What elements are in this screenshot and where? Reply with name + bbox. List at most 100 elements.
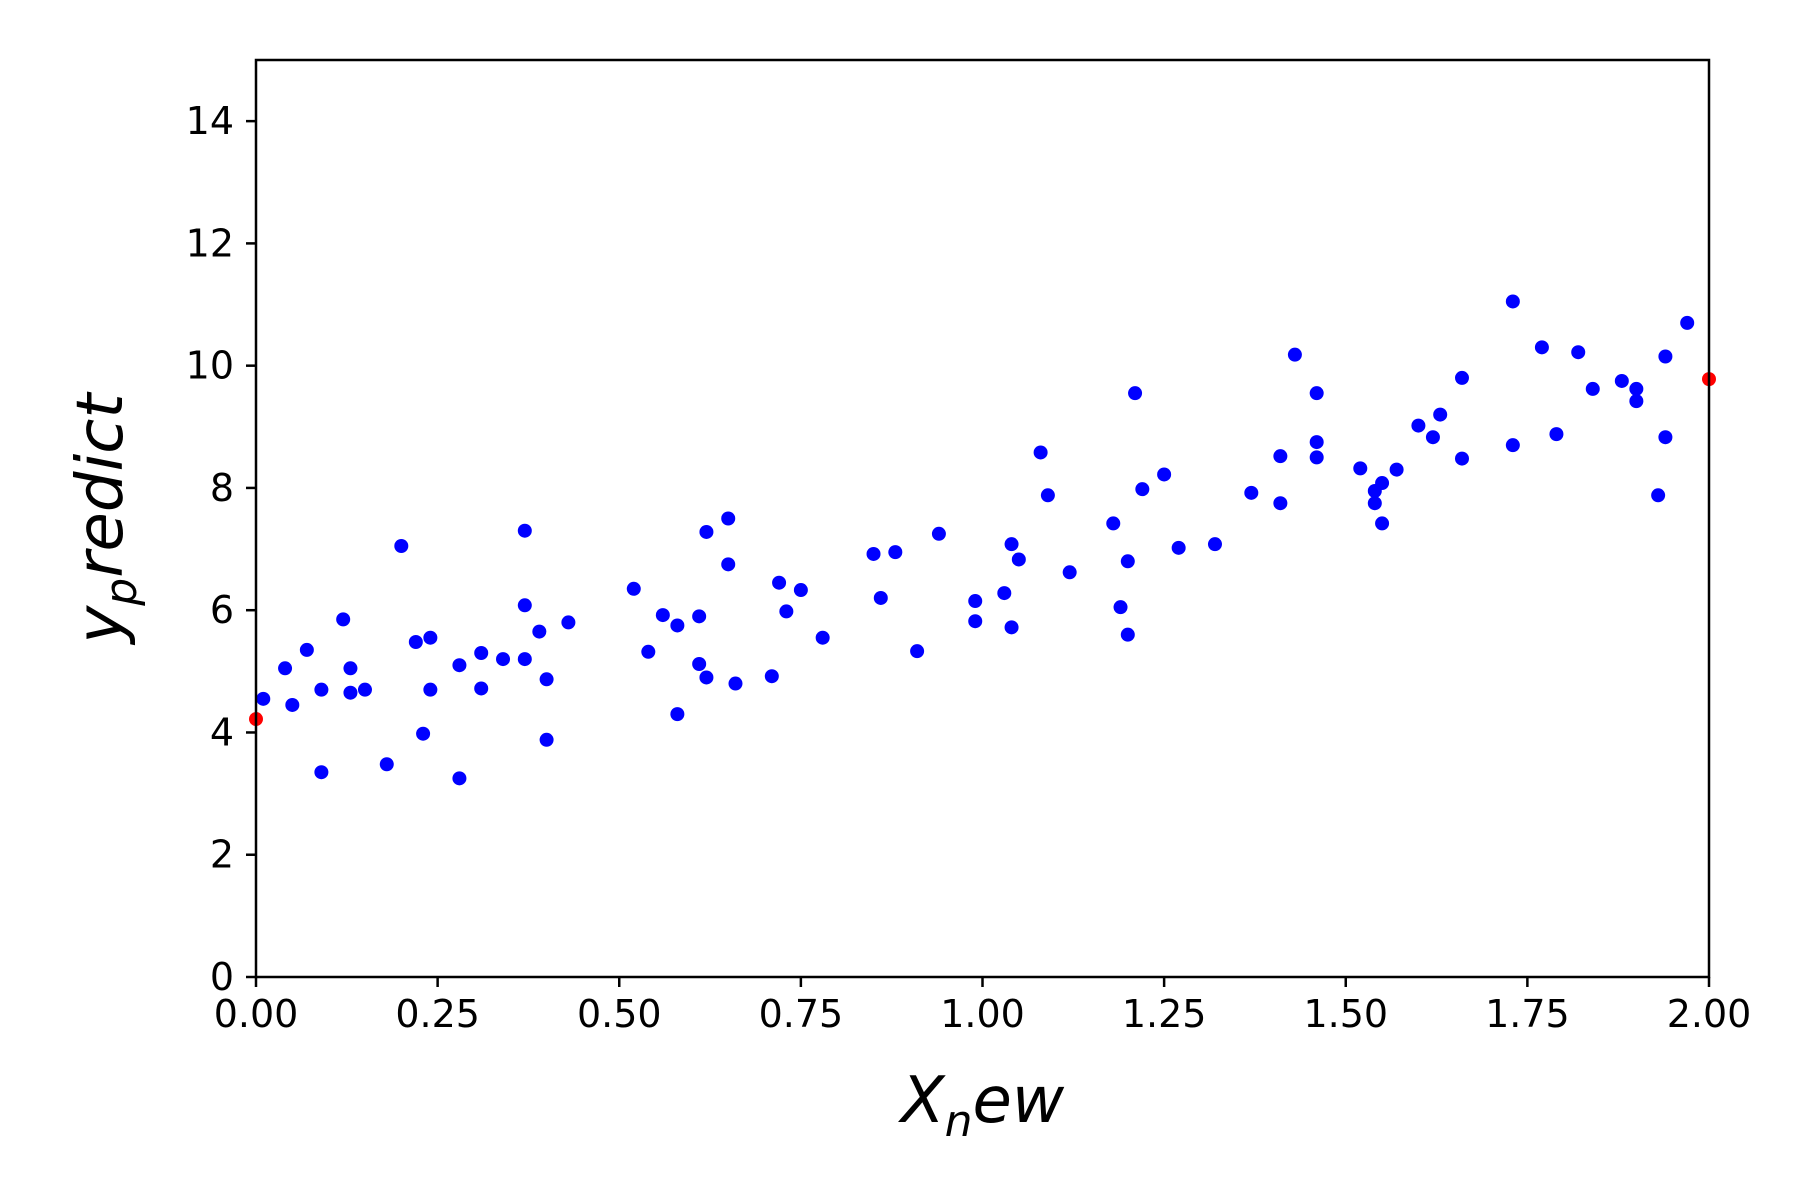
- data-point: [1062, 565, 1077, 580]
- data-point: [474, 645, 489, 660]
- data-point: [1425, 430, 1440, 445]
- data-point: [343, 661, 358, 676]
- data-point: [721, 557, 736, 572]
- data-point: [1207, 537, 1222, 552]
- data-point: [692, 609, 707, 624]
- data-point: [256, 691, 271, 706]
- data-point: [517, 598, 532, 613]
- data-point: [1309, 450, 1324, 465]
- data-point: [496, 652, 511, 667]
- data-point: [285, 697, 300, 712]
- data-point: [1629, 394, 1644, 409]
- data-point: [815, 630, 830, 645]
- data-point: [336, 612, 351, 627]
- y-axis-ticks: 0 2 4 6 8 10 12 14: [186, 99, 256, 999]
- data-point: [793, 583, 808, 598]
- data-point: [1571, 345, 1586, 360]
- data-point: [931, 526, 946, 541]
- data-point: [408, 634, 423, 649]
- data-point: [1033, 445, 1048, 460]
- data-point: [532, 624, 547, 639]
- data-point: [314, 765, 329, 780]
- x-tick-label: 1.25: [1122, 992, 1207, 1036]
- data-point: [278, 661, 293, 676]
- x-axis-label-base: X: [898, 1064, 946, 1138]
- data-point: [888, 545, 903, 560]
- data-point: [641, 644, 656, 659]
- data-point: [1651, 488, 1666, 503]
- data-point: [452, 771, 467, 786]
- data-point: [299, 642, 314, 657]
- y-tick-label: 4: [210, 710, 234, 754]
- x-tick-label: 1.00: [940, 992, 1025, 1036]
- data-point: [670, 618, 685, 633]
- data-point: [416, 726, 431, 741]
- data-point: [772, 575, 787, 590]
- y-axis-label: ypredict: [64, 391, 147, 646]
- data-point: [1309, 435, 1324, 450]
- data-point: [1585, 381, 1600, 396]
- data-point: [779, 604, 794, 619]
- x-tick-label: 0.25: [395, 992, 480, 1036]
- plot-area-frame: [254, 58, 1711, 979]
- y-tick-label: 6: [210, 588, 234, 632]
- y-tick-label: 8: [210, 466, 234, 510]
- data-point: [1135, 482, 1150, 497]
- data-point: [728, 676, 743, 691]
- data-point: [1614, 373, 1629, 388]
- data-point: [1658, 430, 1673, 445]
- data-point: [1375, 516, 1390, 531]
- data-point: [1680, 315, 1695, 330]
- data-point: [692, 656, 707, 671]
- data-point: [1309, 386, 1324, 401]
- x-axis-label-subscript: n: [945, 1096, 973, 1147]
- data-point: [1120, 627, 1135, 642]
- x-tick-label: 0.50: [577, 992, 662, 1036]
- data-point: [1120, 554, 1135, 569]
- data-point: [379, 757, 394, 772]
- data-point: [699, 524, 714, 539]
- data-point: [1273, 496, 1288, 511]
- data-point: [968, 594, 983, 609]
- data-point: [1244, 485, 1259, 500]
- data-point: [910, 644, 925, 659]
- data-point: [423, 682, 438, 697]
- y-tick-label: 12: [186, 221, 234, 265]
- y-tick-label: 14: [186, 99, 234, 143]
- y-tick-label: 10: [186, 344, 234, 388]
- data-point: [699, 670, 714, 685]
- data-point: [1287, 347, 1302, 362]
- data-point: [1273, 449, 1288, 464]
- data-point: [997, 586, 1012, 601]
- data-point: [626, 581, 641, 596]
- x-tick-label: 1.50: [1303, 992, 1388, 1036]
- x-axis-ticks: 0.00 0.25 0.50 0.75 1.00 1.25 1.50 1.75 2.00: [214, 977, 1752, 1036]
- data-point: [670, 707, 685, 722]
- data-point: [1505, 438, 1520, 453]
- data-point: [655, 608, 670, 623]
- data-point: [357, 682, 372, 697]
- data-point: [1011, 552, 1026, 567]
- data-point: [1454, 370, 1469, 385]
- data-point: [1534, 340, 1549, 355]
- x-tick-label: 2.00: [1667, 992, 1752, 1036]
- data-point: [1004, 620, 1019, 635]
- y-tick-label: 0: [210, 955, 234, 999]
- data-point: [394, 539, 409, 554]
- data-point: [721, 511, 736, 526]
- data-point: [1367, 496, 1382, 511]
- data-point: [1113, 600, 1128, 615]
- x-tick-label: 0.00: [214, 992, 299, 1036]
- data-point: [517, 652, 532, 667]
- x-axis-label: Xnew: [898, 1064, 1065, 1147]
- points-layer: [249, 294, 1716, 786]
- data-point: [423, 630, 438, 645]
- data-point: [1433, 407, 1448, 422]
- data-point: [517, 523, 532, 538]
- data-point: [1629, 381, 1644, 396]
- data-point: [1171, 540, 1186, 555]
- data-point: [1353, 461, 1368, 476]
- y-tick-label: 2: [210, 833, 234, 877]
- data-point: [474, 681, 489, 696]
